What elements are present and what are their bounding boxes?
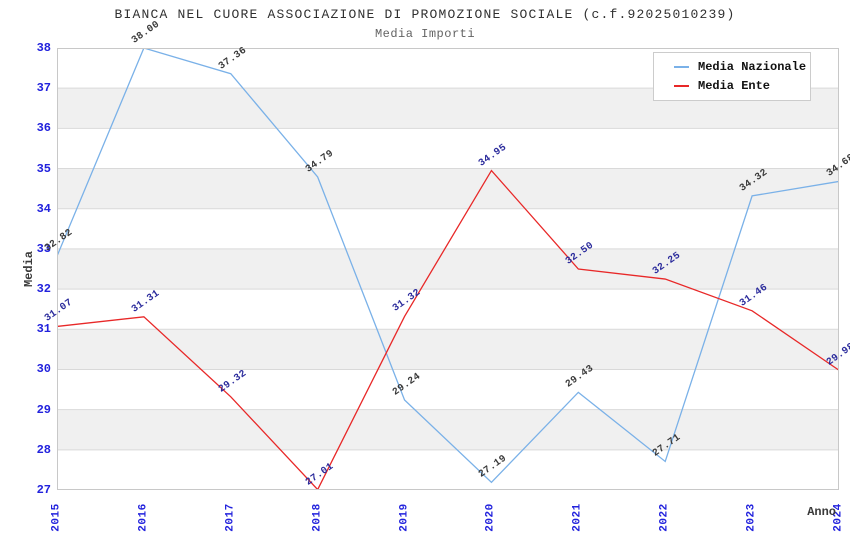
x-tick-label: 2022 <box>658 503 671 532</box>
y-tick-label: 31 <box>36 322 51 337</box>
plot-band <box>57 208 839 249</box>
plot-area <box>57 48 839 490</box>
x-tick-label: 2017 <box>224 503 237 532</box>
x-axis-title: Anno <box>807 505 836 519</box>
chart-subtitle: Media Importi <box>374 27 476 41</box>
y-tick-label: 35 <box>36 161 51 176</box>
legend-label: Media Ente <box>698 78 771 93</box>
legend-label: Media Nazionale <box>698 59 807 74</box>
y-tick-label: 30 <box>36 362 51 377</box>
x-tick-label: 2023 <box>745 503 758 532</box>
plot-band <box>57 168 839 209</box>
y-tick-label: 38 <box>36 41 51 55</box>
x-tick-label: 2020 <box>484 503 497 532</box>
legend-line-swatch-icon <box>674 84 689 87</box>
plot-border <box>57 48 839 490</box>
y-tick-label: 27 <box>36 483 51 497</box>
plot-band <box>57 128 839 169</box>
legend-item-media-nazionale: Media Nazionale <box>654 57 810 76</box>
y-tick-label: 34 <box>36 201 51 216</box>
legend-item-media-ente: Media Ente <box>654 76 810 95</box>
plot-band <box>57 449 839 490</box>
x-tick-label: 2016 <box>137 503 150 532</box>
y-tick-label: 33 <box>36 241 51 256</box>
plot-band <box>57 369 839 410</box>
plot-band <box>57 409 839 450</box>
y-axis-title: Media <box>22 251 36 288</box>
x-tick-label: 2021 <box>571 503 584 532</box>
chart-title: BIANCA NEL CUORE ASSOCIAZIONE DI PROMOZI… <box>114 7 736 22</box>
y-tick-label: 32 <box>36 282 51 297</box>
x-tick-label: 2018 <box>311 503 324 532</box>
plot-band <box>57 248 839 290</box>
y-tick-label: 29 <box>36 402 51 417</box>
plot-band <box>57 289 839 330</box>
chart-legend: Media Nazionale Media Ente <box>653 52 811 101</box>
series-line-media-ente <box>57 169 839 490</box>
y-tick-label: 36 <box>36 121 51 136</box>
y-tick-label: 37 <box>36 81 51 96</box>
legend-line-swatch-icon <box>674 65 689 68</box>
y-tick-label: 28 <box>36 442 51 457</box>
x-tick-label: 2019 <box>398 503 411 532</box>
plot-band <box>57 329 839 370</box>
series-line-media-nazionale <box>57 48 839 484</box>
x-tick-label: 2015 <box>50 503 63 532</box>
